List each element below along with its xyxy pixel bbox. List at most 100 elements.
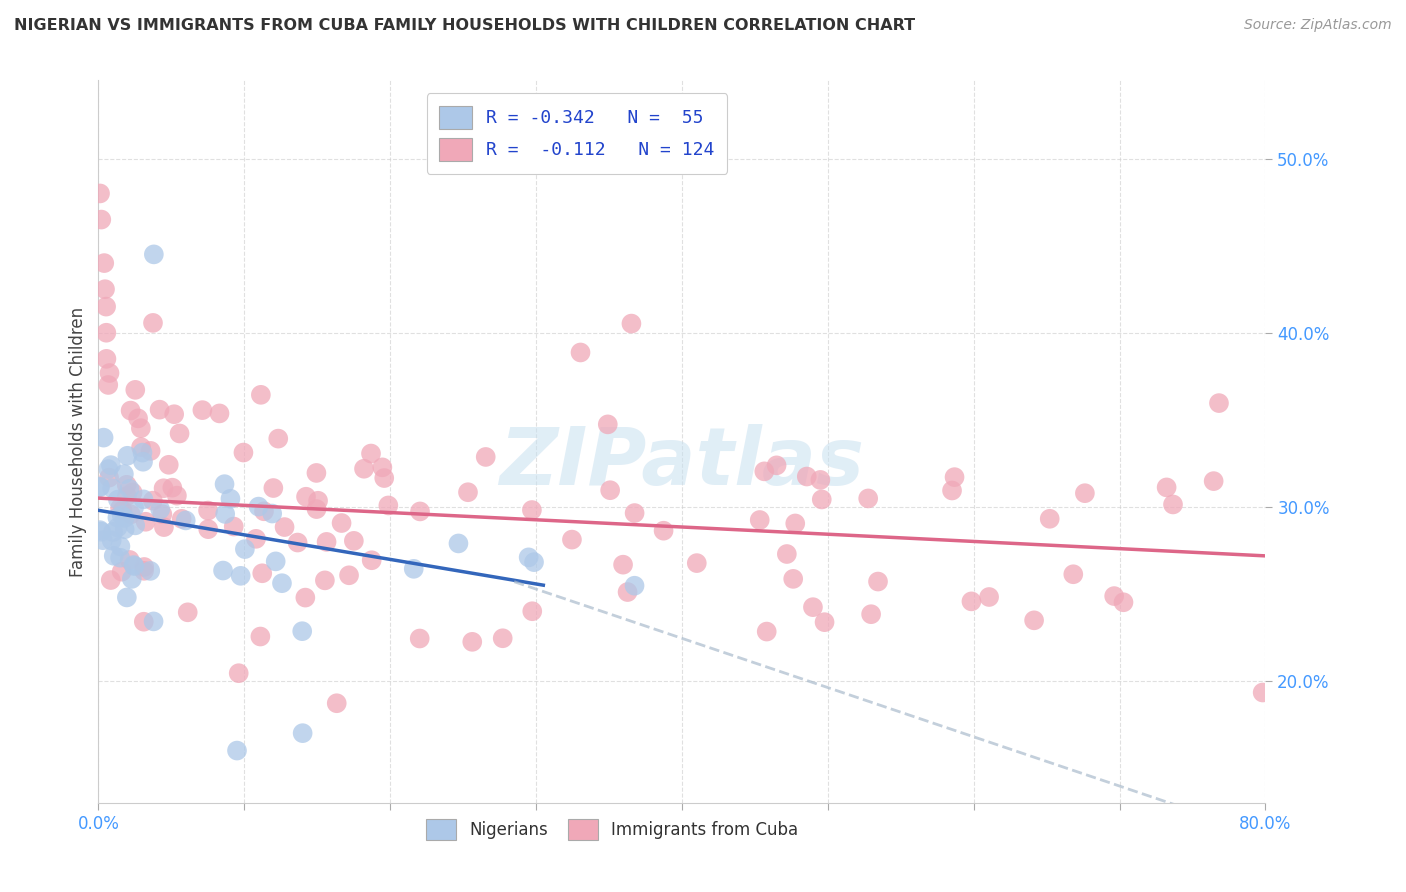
Point bbox=[686, 556, 709, 570]
Point bbox=[264, 554, 287, 568]
Point bbox=[118, 482, 141, 496]
Point bbox=[943, 470, 966, 484]
Point bbox=[233, 542, 256, 557]
Point bbox=[132, 492, 155, 507]
Point bbox=[107, 492, 129, 507]
Point bbox=[1112, 595, 1135, 609]
Point bbox=[191, 403, 214, 417]
Point bbox=[121, 485, 143, 500]
Point bbox=[271, 576, 294, 591]
Point bbox=[801, 600, 824, 615]
Point bbox=[253, 504, 276, 518]
Point bbox=[245, 532, 267, 546]
Point bbox=[596, 417, 619, 432]
Point bbox=[273, 520, 295, 534]
Point bbox=[93, 431, 115, 445]
Point bbox=[131, 445, 153, 459]
Point bbox=[208, 406, 231, 420]
Point bbox=[96, 326, 118, 340]
Text: NIGERIAN VS IMMIGRANTS FROM CUBA FAMILY HOUSEHOLDS WITH CHILDREN CORRELATION CHA: NIGERIAN VS IMMIGRANTS FROM CUBA FAMILY … bbox=[14, 18, 915, 33]
Point bbox=[941, 483, 963, 498]
Point bbox=[226, 743, 249, 757]
Point bbox=[866, 574, 889, 589]
Point bbox=[114, 511, 136, 525]
Point bbox=[89, 479, 111, 493]
Point bbox=[132, 564, 155, 578]
Point bbox=[115, 477, 138, 491]
Point bbox=[569, 345, 592, 359]
Point bbox=[295, 490, 318, 504]
Point bbox=[977, 590, 1000, 604]
Point bbox=[325, 696, 347, 710]
Point bbox=[142, 493, 165, 508]
Point bbox=[291, 624, 314, 639]
Point bbox=[561, 533, 583, 547]
Point bbox=[1102, 589, 1125, 603]
Point bbox=[249, 630, 271, 644]
Point bbox=[122, 558, 145, 572]
Point bbox=[94, 300, 117, 314]
Point bbox=[127, 411, 149, 425]
Point bbox=[612, 558, 634, 572]
Point bbox=[169, 426, 191, 441]
Point bbox=[90, 524, 112, 539]
Point bbox=[97, 462, 120, 476]
Point bbox=[139, 443, 162, 458]
Point bbox=[373, 471, 395, 485]
Point bbox=[124, 559, 146, 574]
Point bbox=[149, 502, 172, 516]
Point bbox=[108, 501, 131, 516]
Point bbox=[222, 519, 245, 533]
Point bbox=[107, 520, 129, 534]
Point bbox=[120, 403, 142, 417]
Point bbox=[457, 485, 479, 500]
Y-axis label: Family Households with Children: Family Households with Children bbox=[69, 307, 87, 576]
Point bbox=[98, 470, 121, 484]
Point bbox=[148, 402, 170, 417]
Point bbox=[360, 553, 382, 567]
Point bbox=[129, 440, 152, 454]
Point bbox=[229, 569, 252, 583]
Point bbox=[142, 615, 165, 629]
Point bbox=[267, 432, 290, 446]
Point bbox=[765, 458, 787, 473]
Point bbox=[124, 383, 146, 397]
Point bbox=[652, 524, 675, 538]
Point bbox=[492, 632, 515, 646]
Point bbox=[98, 366, 121, 380]
Point bbox=[620, 317, 643, 331]
Point bbox=[174, 513, 197, 527]
Point bbox=[1039, 512, 1062, 526]
Point bbox=[163, 407, 186, 421]
Point bbox=[115, 591, 138, 605]
Point bbox=[523, 555, 546, 569]
Point bbox=[134, 560, 156, 574]
Point bbox=[89, 186, 111, 201]
Point bbox=[856, 491, 879, 506]
Point bbox=[796, 469, 818, 483]
Point bbox=[808, 473, 831, 487]
Point bbox=[315, 534, 337, 549]
Point bbox=[97, 378, 120, 392]
Point bbox=[214, 477, 236, 491]
Point bbox=[754, 464, 776, 478]
Point bbox=[623, 506, 645, 520]
Legend: Nigerians, Immigrants from Cuba: Nigerians, Immigrants from Cuba bbox=[418, 811, 807, 848]
Point bbox=[1161, 498, 1184, 512]
Point bbox=[166, 489, 188, 503]
Point bbox=[287, 535, 309, 549]
Point bbox=[461, 635, 484, 649]
Point bbox=[96, 351, 118, 366]
Point bbox=[252, 566, 274, 581]
Point bbox=[219, 491, 242, 506]
Point bbox=[776, 547, 799, 561]
Point bbox=[599, 483, 621, 498]
Text: ZIPatlas: ZIPatlas bbox=[499, 425, 865, 502]
Point bbox=[1062, 567, 1084, 582]
Point bbox=[132, 615, 155, 629]
Point bbox=[142, 247, 165, 261]
Point bbox=[520, 503, 543, 517]
Point bbox=[89, 480, 111, 494]
Point bbox=[91, 533, 114, 548]
Point bbox=[305, 502, 328, 516]
